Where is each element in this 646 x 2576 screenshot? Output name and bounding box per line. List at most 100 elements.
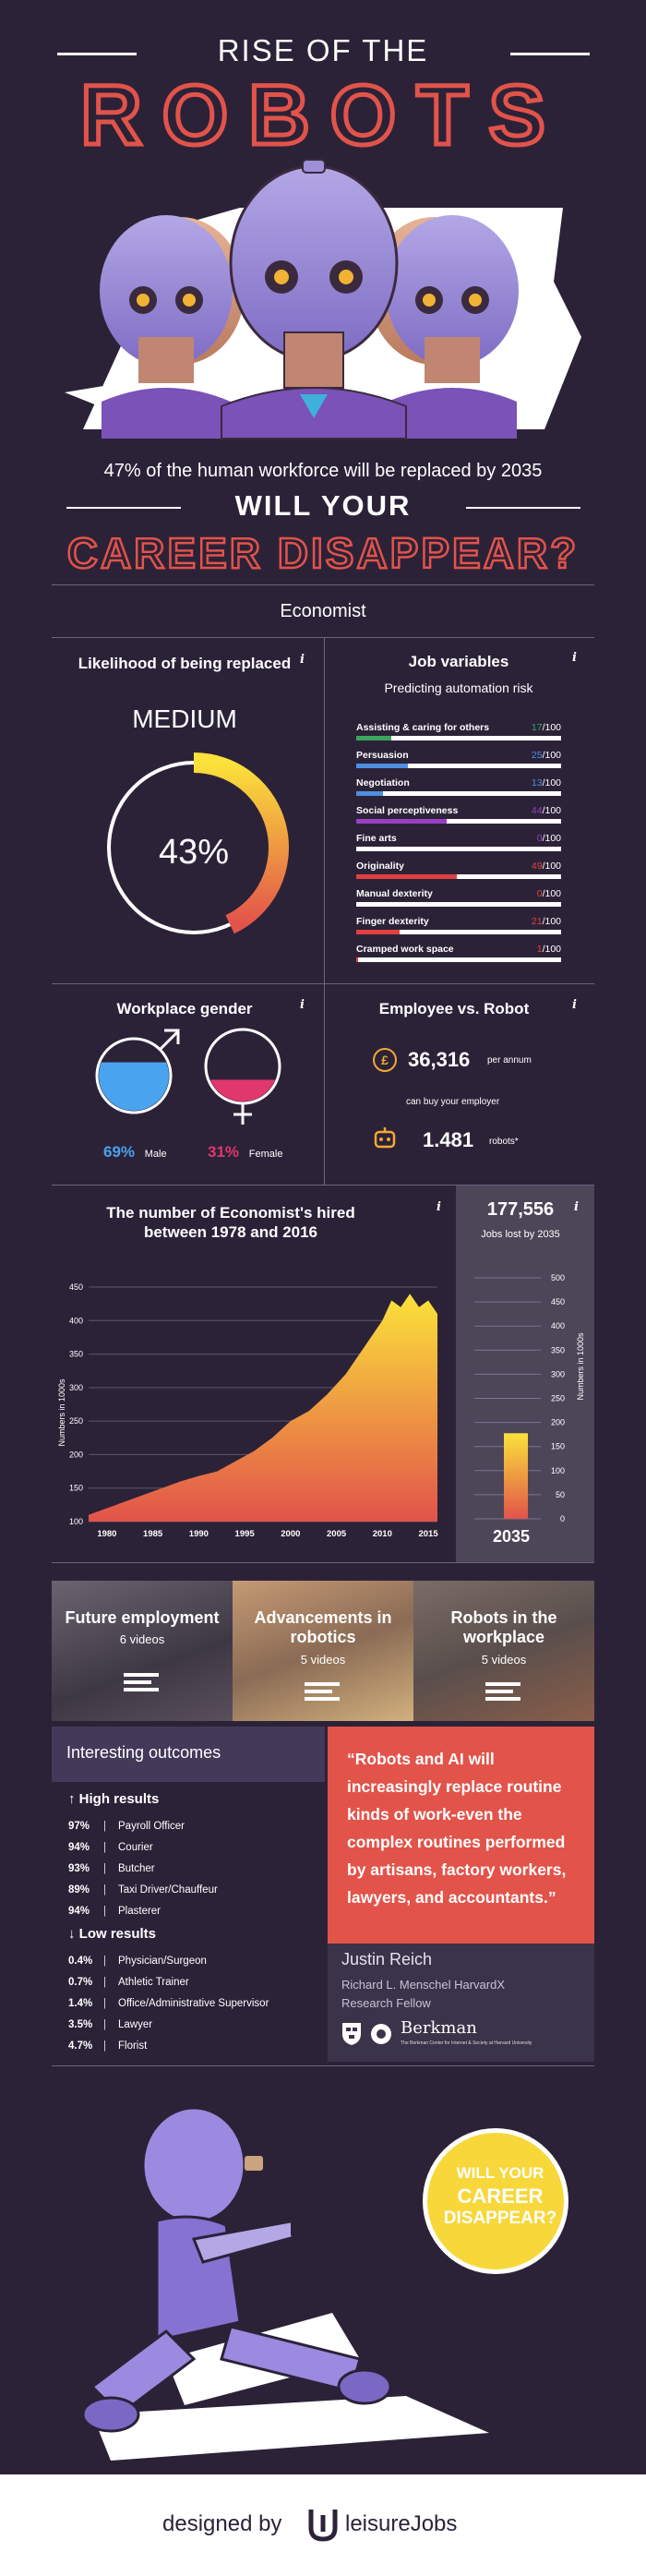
job-variable-track xyxy=(356,902,561,907)
outcomes-header xyxy=(52,1727,325,1782)
job-variable-track xyxy=(356,819,561,824)
jobvars-info-icon[interactable]: i xyxy=(572,651,577,665)
male-gauge xyxy=(95,1029,180,1114)
job-variable-score: 17 xyxy=(531,722,543,733)
divider-3 xyxy=(52,983,594,984)
job-variable-track xyxy=(356,930,561,934)
low-results-label: Low results xyxy=(78,1926,157,1942)
arrow-down-icon: ↓ xyxy=(68,1926,76,1942)
result-separator: | xyxy=(103,1821,106,1832)
jobs-lost-subtitle: Jobs lost by 2035 xyxy=(481,1229,560,1240)
result-job: Butcher xyxy=(118,1863,155,1874)
result-pct: 89% xyxy=(68,1884,90,1896)
bubble-line-1: WILL YOUR xyxy=(456,2164,544,2182)
result-pct: 0.7% xyxy=(68,1977,93,1988)
result-separator: | xyxy=(103,2040,106,2052)
berkman-logo: Berkman xyxy=(401,2018,477,2038)
robots-value: 1.481 xyxy=(423,1128,474,1151)
bar-ylabel: Numbers in 1000s xyxy=(576,1332,585,1401)
job-variable-row: Fine arts 0/100 xyxy=(356,833,561,861)
area-xtick-label: 2015 xyxy=(418,1529,438,1539)
footer-brand[interactable]: leisureJobs xyxy=(345,2511,458,2536)
question-rule-right xyxy=(466,507,580,509)
emp-robot-info-icon[interactable]: i xyxy=(572,998,577,1012)
divider-2 xyxy=(52,637,594,638)
video-title: Future employment xyxy=(65,1608,220,1627)
female-pct: 31% xyxy=(208,1143,240,1161)
job-variable-track xyxy=(356,764,561,768)
question-top: WILL YOUR xyxy=(234,489,412,522)
video-tile-future-employment[interactable]: Future employment 6 videos xyxy=(52,1581,233,1721)
video-count: 6 videos xyxy=(119,1632,165,1646)
area-chart: 100 150 200 250 300 350 400 450 1980 1985 1990 199… xyxy=(57,1282,438,1539)
jobvars-subtitle: Predicting automation risk xyxy=(384,680,533,695)
divider-6 xyxy=(52,2065,594,2066)
bar-ytick-label: 100 xyxy=(551,1466,565,1475)
salary-unit: per annum xyxy=(487,1055,532,1065)
jobs-lost-info-icon[interactable]: i xyxy=(574,1200,579,1214)
quote-author-panel xyxy=(328,1944,594,2062)
result-job: Payroll Officer xyxy=(118,1821,185,1832)
gender-info-icon[interactable]: i xyxy=(300,998,305,1012)
salary-value: 36,316 xyxy=(408,1048,471,1071)
area-chart-info-icon[interactable]: i xyxy=(437,1200,441,1214)
bar-ytick-label: 50 xyxy=(556,1490,565,1499)
vdiv-1 xyxy=(324,637,325,983)
likelihood-level: MEDIUM xyxy=(132,704,237,733)
area-chart-title: The number of Economist's hired between … xyxy=(106,1204,355,1241)
bar-ytick-label: 300 xyxy=(551,1369,565,1378)
video-tile-advancements-robotics[interactable]: Advancements in robotics 5 videos xyxy=(233,1581,413,1721)
job-variable-score: 44 xyxy=(531,805,543,816)
bar-ytick-label: 350 xyxy=(551,1345,565,1354)
result-pct: 0.4% xyxy=(68,1956,93,1967)
job-variable-label: Manual dexterity xyxy=(356,888,433,899)
header-rule-right xyxy=(510,53,590,55)
area-xtick-label: 1985 xyxy=(143,1529,163,1539)
title-top: RISE OF THE xyxy=(217,33,429,67)
result-separator: | xyxy=(103,2019,106,2030)
high-results-title: ↑ High results xyxy=(68,1791,159,1807)
divider-4 xyxy=(52,1185,594,1186)
area-ytick-label: 400 xyxy=(69,1316,83,1325)
bar-ytick-label: 500 xyxy=(551,1273,565,1282)
likelihood-title: Likelihood of being replaced xyxy=(78,655,292,672)
buy-caption: can buy your employer xyxy=(406,1097,500,1107)
job-variable-unit: /100 xyxy=(542,777,561,788)
result-row: 0.7% | Athletic Trainer xyxy=(68,1977,189,1992)
title-robots-text: ROBOTS xyxy=(80,74,566,157)
quote-role-1: Richard L. Menschel HarvardX xyxy=(341,1978,506,1992)
male-label: Male xyxy=(144,1149,167,1160)
result-pct: 4.7% xyxy=(68,2040,93,2052)
result-separator: | xyxy=(103,1842,106,1853)
job-variable-track xyxy=(356,847,561,851)
result-job: Florist xyxy=(118,2040,148,2052)
job-variable-bar xyxy=(356,874,457,879)
job-variable-unit: /100 xyxy=(542,944,561,955)
leisurejobs-logo-icon[interactable] xyxy=(306,2506,340,2543)
male-pct: 69% xyxy=(103,1143,136,1161)
result-job: Lawyer xyxy=(118,2019,153,2030)
job-variable-score: 0 xyxy=(536,833,543,844)
result-job: Athletic Trainer xyxy=(118,1977,189,1988)
bar-ytick-label: 400 xyxy=(551,1321,565,1330)
result-separator: | xyxy=(103,1998,106,2009)
job-variable-track xyxy=(356,874,561,879)
bar-ytick-label: 200 xyxy=(551,1418,565,1427)
result-job: Physician/Surgeon xyxy=(118,1956,207,1967)
question-main-text: CAREER DISAPPEAR? xyxy=(67,529,580,577)
jobvars-title: Job variables xyxy=(408,653,509,670)
result-row: 97% | Payroll Officer xyxy=(68,1821,185,1836)
female-gauge xyxy=(204,1028,281,1125)
job-variable-value: 17/100 xyxy=(532,722,561,733)
outcomes-title: Interesting outcomes xyxy=(66,1743,221,1762)
result-separator: | xyxy=(103,1863,106,1874)
area-ytick-label: 150 xyxy=(69,1484,83,1493)
job-variable-value: 0/100 xyxy=(537,833,561,844)
video-tile-robots-workplace[interactable]: Robots in the workplace 5 videos xyxy=(413,1581,594,1721)
likelihood-info-icon[interactable]: i xyxy=(300,653,305,667)
area-ytick-label: 100 xyxy=(69,1517,83,1526)
area-ytick-label: 350 xyxy=(69,1350,83,1359)
video-title: Robots in the workplace xyxy=(450,1608,557,1646)
area-xtick-label: 2005 xyxy=(327,1529,347,1539)
result-pct: 94% xyxy=(68,1842,90,1853)
